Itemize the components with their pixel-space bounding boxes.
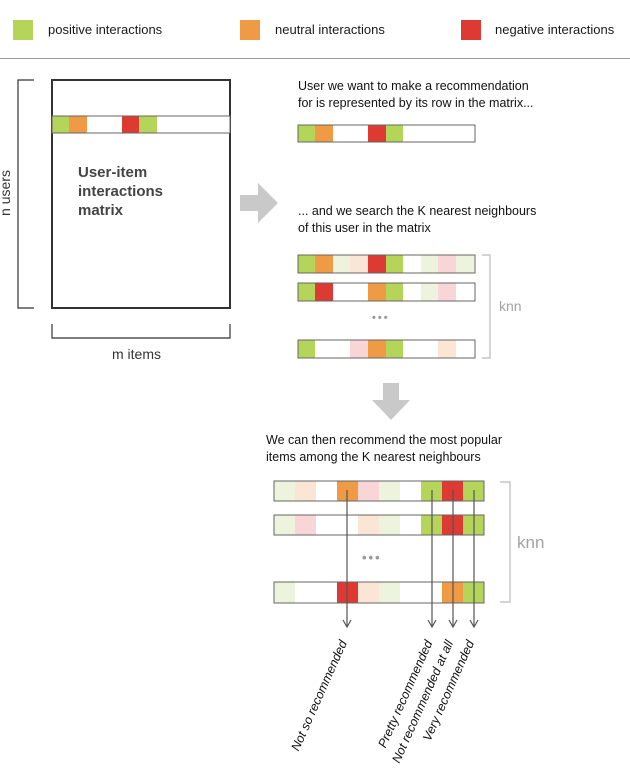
matrix-row-cell-1 (69, 116, 87, 133)
arrow-very-recommended (469, 490, 479, 629)
knn-row-1-cell-0 (298, 255, 315, 273)
legend-label-neutral: neutral interactions (275, 22, 385, 37)
right-arrow-icon (240, 183, 278, 223)
knn-row-2-cell-2 (368, 283, 386, 301)
result-row-1-cell-3 (358, 481, 379, 501)
knn-row-2-cell-4 (421, 283, 438, 301)
result-ellipsis: ••• (362, 550, 382, 565)
knn-row-2-cell-3 (386, 283, 403, 301)
target-user-row (297, 124, 476, 143)
step1-caption-line-1: User we want to make a recommendation (298, 79, 529, 93)
knn-row-3-cell-0 (298, 340, 315, 358)
knn-row-3-cell-2 (368, 340, 386, 358)
target-row-cell-2 (368, 125, 386, 142)
knn-row-3-cell-1 (350, 340, 368, 358)
step3-caption: We can then recommend the most popular i… (266, 432, 502, 466)
knn-row-1-outline (297, 254, 476, 274)
result-row-2-cell-3 (379, 515, 400, 535)
matrix-row-cell-0 (52, 116, 69, 133)
knn-row-2-cell-5 (438, 283, 456, 301)
rows-bracket (17, 79, 34, 309)
interaction-matrix (51, 79, 231, 309)
step1-caption-line-2: for is represented by its row in the mat… (298, 96, 534, 110)
legend-swatch-neutral (240, 20, 260, 40)
target-row-cell-0 (298, 125, 315, 142)
matrix-row-outline (51, 115, 231, 134)
step1-caption: User we want to make a recommendation fo… (298, 78, 534, 112)
matrix-row-cell-2 (122, 116, 139, 133)
arrow-not-so-recommended (342, 490, 352, 629)
matrix-row-cell-3 (139, 116, 157, 133)
legend-swatch-negative (461, 20, 481, 40)
result-knn-label: knn (517, 533, 545, 552)
result-row-3-outline (273, 581, 485, 604)
knn-row-2-cell-0 (298, 283, 315, 301)
knn-row-1-cell-8 (456, 255, 474, 273)
target-row-outline (297, 124, 476, 143)
legend-divider (0, 58, 630, 59)
result-row-2-cell-0 (274, 515, 295, 535)
knn-row-3-cell-4 (438, 340, 456, 358)
result-row-1-cell-4 (379, 481, 400, 501)
result-row-3-cell-3 (379, 582, 400, 603)
knn-row-1-cell-3 (350, 255, 368, 273)
knn-row-2-cell-1 (315, 283, 333, 301)
knn-label: knn (499, 298, 522, 314)
result-row-1-cell-0 (274, 481, 295, 501)
result-row-2-cell-1 (295, 515, 316, 535)
knn-neighbour-rows (297, 254, 476, 359)
knn-row-1-cell-1 (315, 255, 333, 273)
knn-row-1-cell-6 (421, 255, 438, 273)
target-row-cell-1 (315, 125, 333, 142)
knn-ellipsis: ••• (372, 312, 390, 324)
knn-row-3-outline (297, 339, 476, 359)
knn-row-1-cell-5 (386, 255, 403, 273)
result-row-1-cell-1 (295, 481, 316, 501)
knn-row-2-outline (297, 282, 476, 302)
knn-bracket (482, 254, 491, 359)
matrix-title: User-item interactions matrix (78, 163, 163, 220)
output-arrows (342, 490, 479, 629)
cols-bracket (51, 324, 231, 339)
legend-label-positive: positive interactions (48, 22, 163, 37)
knn-row-1-cell-2 (333, 255, 350, 273)
down-arrow-icon (372, 383, 410, 420)
matrix-title-line-3: matrix (78, 202, 124, 219)
legend-label-negative: negative interactions (495, 22, 615, 37)
knn-row-3-cell-3 (386, 340, 403, 358)
knn-row-1-cell-7 (438, 255, 456, 273)
step2-caption-line-2: of this user in the matrix (298, 221, 431, 235)
knn-row-1-cell-4 (368, 255, 386, 273)
matrix-title-line-2: interactions (78, 183, 164, 200)
result-row-3-cell-2 (358, 582, 379, 603)
matrix-title-line-1: User-item (78, 164, 148, 181)
result-row-2-outline (273, 514, 485, 536)
result-knn-bracket (500, 481, 511, 603)
rows-label: n users (0, 170, 13, 216)
cols-label: m items (112, 346, 161, 362)
arrow-pretty-recommended (427, 490, 437, 629)
matrix-highlighted-row (51, 115, 231, 134)
step3-caption-line-1: We can then recommend the most popular (266, 433, 503, 447)
step3-caption-line-2: items among the K nearest neighbours (266, 450, 481, 464)
legend-swatch-positive (13, 20, 33, 40)
arrow-not-recommended-at-all (448, 490, 458, 629)
result-row-3-cell-0 (274, 582, 295, 603)
step2-caption: ... and we search the K nearest neighbou… (298, 203, 536, 237)
result-row-2-cell-2 (358, 515, 379, 535)
target-row-cell-3 (386, 125, 403, 142)
step2-caption-line-1: ... and we search the K nearest neighbou… (298, 204, 537, 218)
result-row-1-outline (273, 480, 485, 502)
